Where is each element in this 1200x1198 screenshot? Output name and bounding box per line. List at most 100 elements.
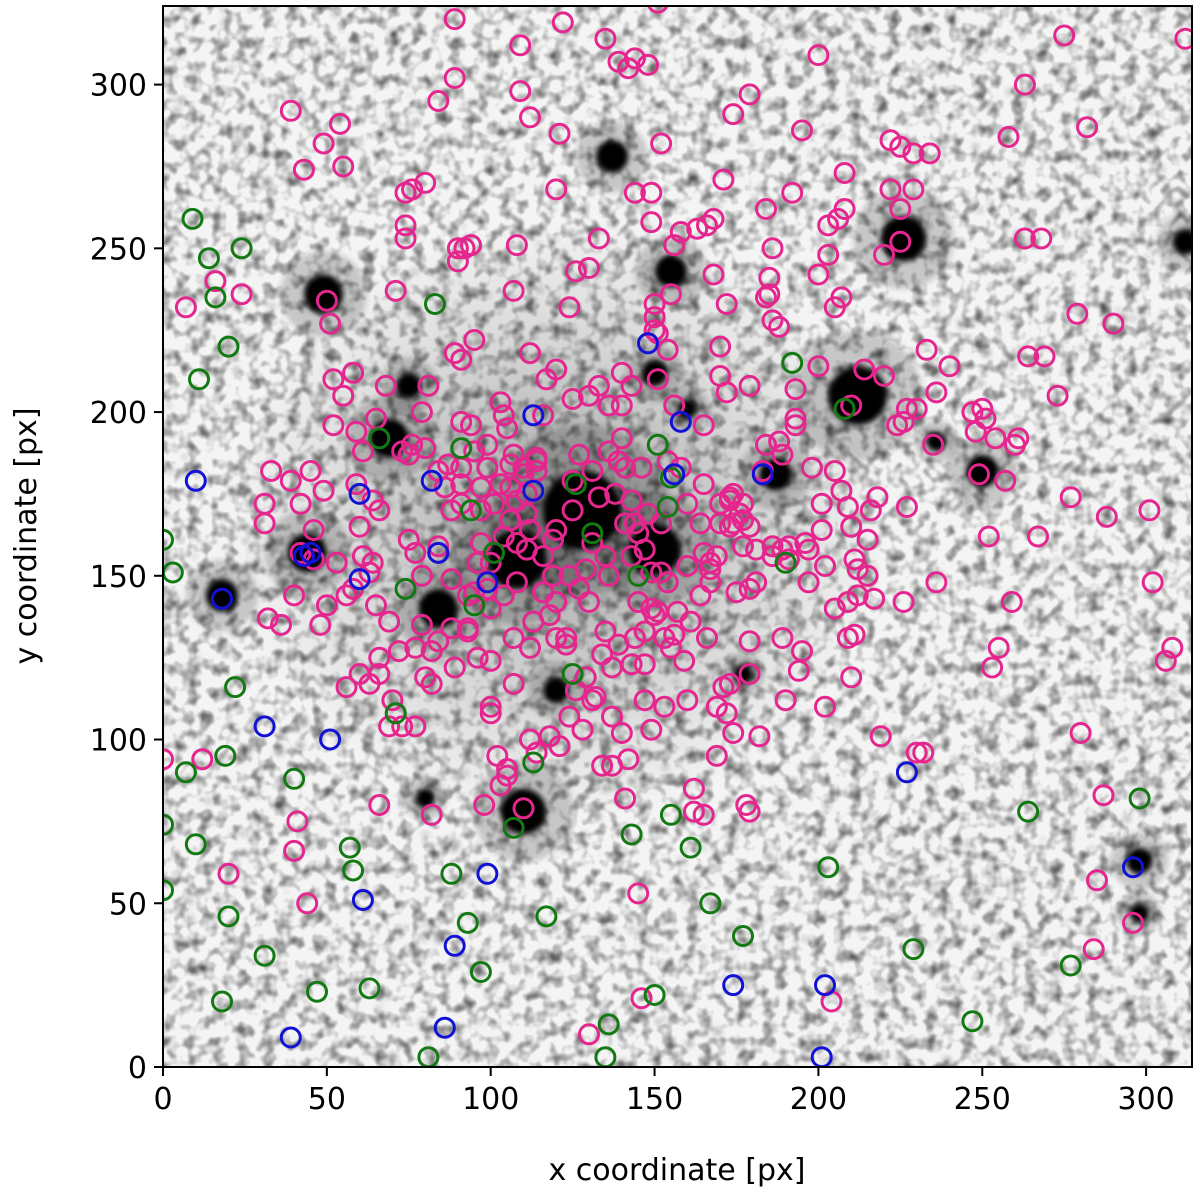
faint-star: [491, 912, 500, 921]
scatter-point-1: [184, 833, 207, 856]
faint-star: [352, 48, 358, 53]
faint-star: [372, 626, 378, 632]
scatter-point-0: [692, 414, 715, 437]
faint-star: [1166, 240, 1173, 247]
scatter-point-0: [715, 702, 738, 725]
faint-star: [165, 465, 175, 475]
scatter-point-0: [443, 342, 466, 365]
scatter-point-1: [197, 247, 220, 270]
scatter-point-0: [394, 227, 417, 250]
faint-star: [753, 484, 760, 491]
y-tick-label: 50: [109, 887, 147, 922]
faint-star: [655, 864, 660, 868]
faint-star: [408, 945, 417, 954]
faint-star: [789, 778, 798, 787]
scatter-point-1: [394, 577, 417, 600]
scatter-point-0: [623, 181, 646, 204]
scatter-point-1: [181, 207, 204, 230]
faint-star: [895, 917, 902, 924]
scatter-point-0: [332, 384, 355, 407]
faint-star: [253, 788, 262, 796]
scatter-point-0: [974, 407, 997, 430]
scatter-point-0: [548, 122, 571, 145]
faint-star: [983, 993, 987, 997]
faint-star: [254, 906, 260, 913]
scatter-point-0: [712, 168, 735, 191]
scatter-point-0: [686, 217, 709, 240]
x-tick-label: 100: [462, 1082, 519, 1117]
faint-star: [270, 541, 280, 551]
faint-star: [658, 140, 665, 147]
faint-star: [394, 96, 399, 101]
scatter-point-0: [627, 882, 650, 905]
faint-star: [989, 517, 995, 523]
faint-star: [689, 256, 698, 265]
faint-star: [701, 244, 707, 250]
scatter-point-1: [217, 335, 240, 358]
faint-star: [350, 1058, 357, 1065]
faint-star: [1118, 1007, 1123, 1013]
faint-star: [923, 27, 931, 35]
scatter-point-0: [437, 453, 460, 476]
faint-star: [954, 503, 964, 512]
faint-star: [1113, 687, 1117, 691]
faint-star: [306, 350, 314, 359]
scatter-point-0: [692, 473, 715, 496]
faint-star: [1055, 557, 1060, 562]
scatter-point-0: [532, 404, 555, 427]
scatter-point-0: [342, 361, 365, 384]
faint-star: [621, 944, 626, 949]
scatter-point-0: [918, 142, 941, 165]
scatter-point-0: [542, 528, 564, 551]
faint-star: [1087, 63, 1096, 72]
faint-star: [778, 493, 787, 501]
faint-star: [468, 100, 475, 107]
scatter-point-0: [381, 689, 404, 712]
faint-star: [973, 315, 982, 323]
faint-star: [797, 168, 802, 173]
scatter-point-2: [522, 479, 545, 502]
faint-star: [1006, 477, 1013, 484]
faint-star: [292, 716, 296, 720]
faint-star: [580, 207, 587, 214]
faint-star: [996, 933, 1003, 941]
scatter-point-0: [977, 525, 1000, 548]
scatter-point-0: [519, 106, 541, 129]
scatter-point-2: [476, 571, 499, 594]
scatter-point-0: [715, 293, 738, 315]
faint-star: [427, 780, 437, 790]
faint-star: [780, 619, 787, 626]
faint-star: [236, 830, 242, 836]
faint-star: [566, 41, 574, 49]
faint-star: [663, 1016, 668, 1021]
faint-star: [1146, 669, 1150, 673]
faint-star: [485, 155, 493, 163]
faint-star: [713, 603, 717, 608]
faint-star: [976, 380, 984, 387]
faint-star: [324, 789, 331, 797]
faint-star: [855, 840, 862, 847]
faint-star: [581, 830, 588, 838]
scatter-point-0: [722, 103, 745, 126]
faint-star: [534, 816, 544, 825]
scatter-point-0: [479, 649, 502, 672]
faint-star: [856, 710, 863, 717]
faint-star: [536, 241, 542, 247]
faint-star: [779, 374, 788, 383]
faint-star: [1115, 307, 1121, 312]
faint-star: [418, 1019, 428, 1028]
faint-star: [838, 700, 844, 706]
faint-star: [1024, 295, 1028, 300]
faint-star: [815, 874, 824, 883]
faint-star: [922, 428, 932, 437]
scatter-point-2: [348, 568, 371, 591]
scatter-point-2: [663, 463, 686, 486]
scatter-point-0: [968, 463, 990, 486]
scatter-point-0: [738, 83, 761, 106]
faint-star: [1072, 789, 1079, 797]
faint-star: [707, 19, 711, 23]
scatter-point-0: [256, 607, 279, 630]
faint-star: [1128, 313, 1138, 323]
scatter-point-1: [469, 961, 492, 983]
faint-star: [454, 300, 461, 307]
